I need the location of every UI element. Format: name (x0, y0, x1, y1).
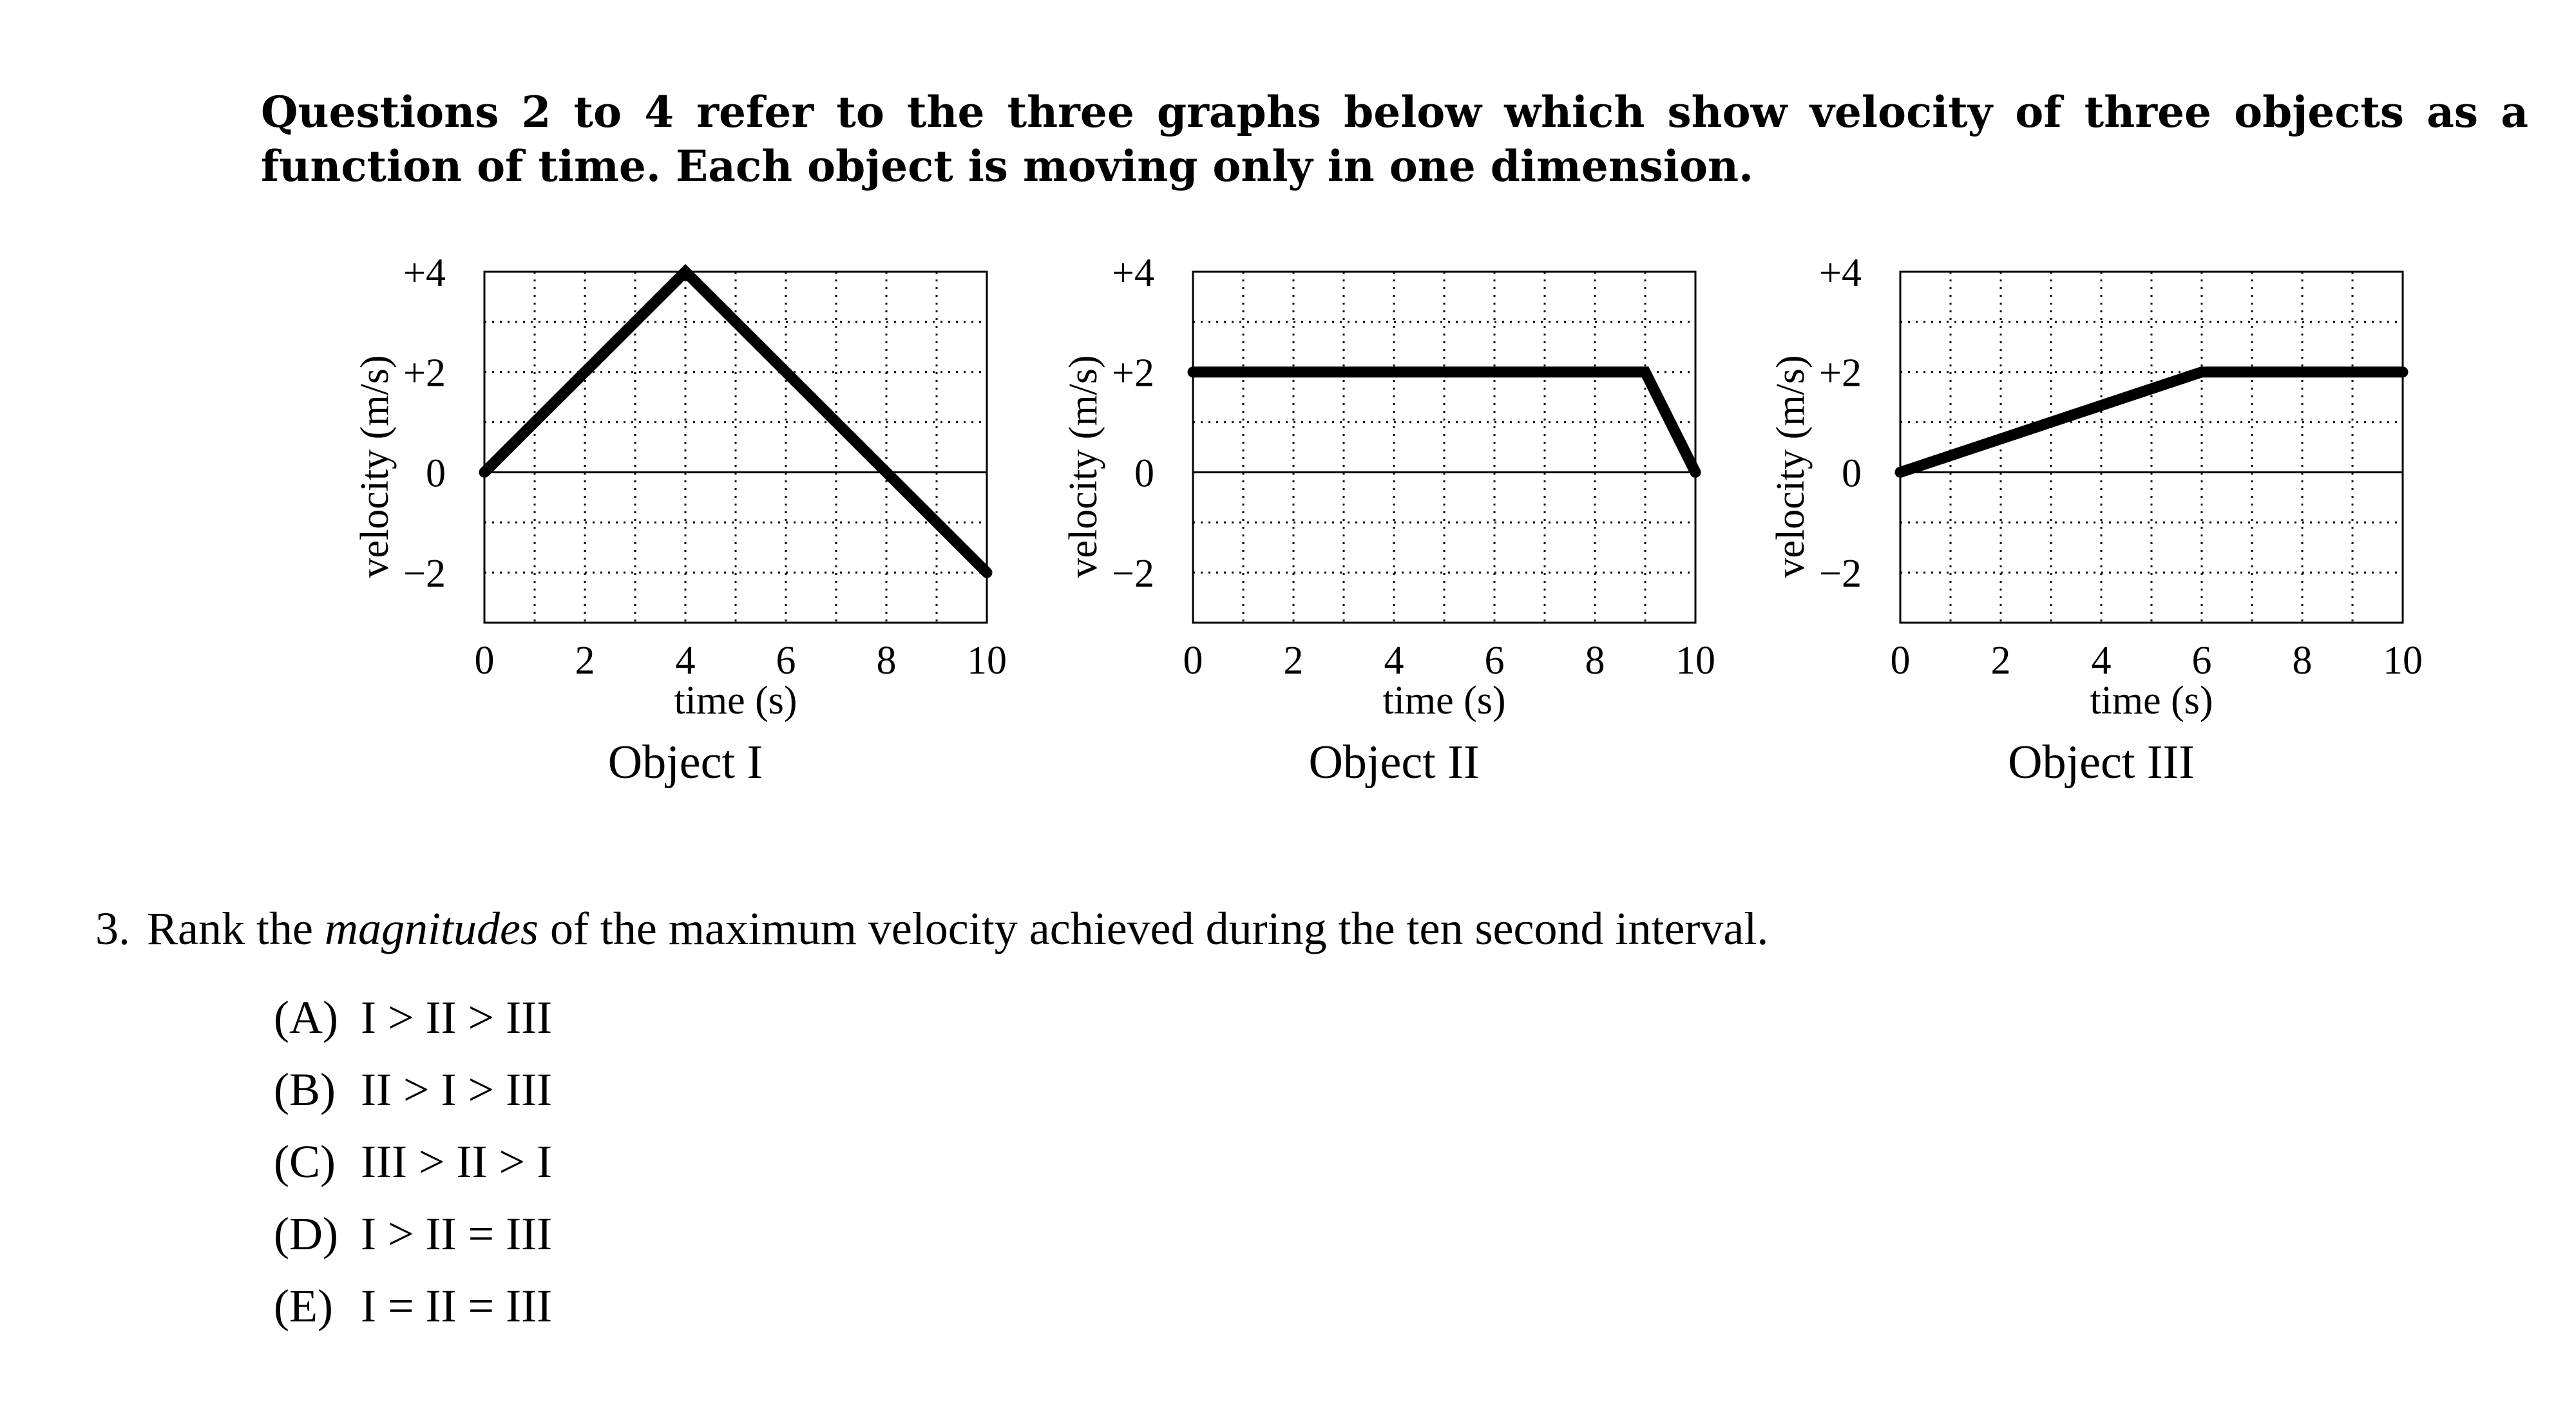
x-tick-label: 6 (776, 639, 796, 683)
choice-text: III > II > I (361, 1136, 552, 1187)
y-tick-label: 0 (426, 451, 446, 495)
choice-text: II > I > III (361, 1064, 552, 1115)
graph-object-2: 0 2 4 6 8 10 +4 +2 0 −2 time (s) velocity (m/s) Obje… (1062, 251, 1715, 789)
x-tick-label: 6 (2192, 639, 2212, 683)
y-axis-label: velocity (m/s) (1769, 355, 1813, 578)
question-text-emphasis: magnitudes (325, 903, 539, 954)
choice-d[interactable]: (D) I > II = III (274, 1202, 552, 1274)
y-tick-label: +4 (1112, 251, 1154, 295)
y-tick-label: −2 (1819, 552, 1862, 596)
choice-label: (D) (274, 1202, 361, 1266)
x-tick-label: 8 (2293, 639, 2313, 683)
choice-c[interactable]: (C) III > II > I (274, 1130, 552, 1202)
y-tick-label: +2 (1112, 352, 1154, 395)
x-tick-label: 6 (1485, 639, 1505, 683)
y-tick-label: −2 (403, 552, 446, 596)
x-tick-label: 8 (1585, 639, 1605, 683)
choice-label: (C) (274, 1130, 361, 1194)
graph-caption: Object III (2008, 736, 2195, 789)
choice-label: (E) (274, 1274, 361, 1338)
y-axis-label: velocity (m/s) (353, 355, 397, 578)
x-axis-label: time (s) (2090, 679, 2213, 723)
x-axis-label: time (s) (1382, 679, 1505, 723)
x-tick-label: 4 (676, 639, 696, 683)
choice-e[interactable]: (E) I = II = III (274, 1274, 552, 1346)
question-3: 3. Rank the magnitudes of the maximum vel… (95, 896, 1768, 961)
velocity-graphs: 0 2 4 6 8 10 +4 +2 0 −2 time (s) velocity (m/s) Obje… (0, 0, 2576, 837)
x-tick-label: 10 (1675, 639, 1715, 683)
x-tick-label: 0 (1891, 639, 1911, 683)
y-tick-label: −2 (1112, 552, 1154, 596)
x-tick-label: 0 (475, 639, 495, 683)
x-tick-label: 2 (575, 639, 595, 683)
x-tick-label: 4 (2092, 639, 2112, 683)
choice-text: I > II = III (361, 1208, 552, 1260)
x-tick-label: 10 (2383, 639, 2423, 683)
x-tick-label: 2 (1284, 639, 1304, 683)
y-tick-label: +4 (1819, 251, 1862, 295)
choice-label: (A) (274, 985, 361, 1050)
choice-text: I > II > III (361, 992, 552, 1043)
x-tick-label: 0 (1183, 639, 1203, 683)
y-tick-label: +4 (403, 251, 446, 295)
graph-object-1: 0 2 4 6 8 10 +4 +2 0 −2 time (s) velocity (m/s) Obje… (353, 251, 1007, 789)
graph-caption: Object I (608, 736, 763, 789)
choice-b[interactable]: (B) II > I > III (274, 1057, 552, 1130)
choice-a[interactable]: (A) I > II > III (274, 985, 552, 1057)
graph-caption: Object II (1308, 736, 1479, 789)
y-tick-label: 0 (1134, 451, 1154, 495)
y-tick-label: +2 (1819, 352, 1862, 395)
y-tick-label: +2 (403, 352, 446, 395)
question-text-after: of the maximum velocity achieved during … (550, 903, 1768, 954)
graph-object-3: 0 2 4 6 8 10 +4 +2 0 −2 time (s) velocity (m/s) Obje… (1769, 251, 2423, 789)
x-tick-label: 10 (967, 639, 1007, 683)
plot-frame (1193, 272, 1695, 623)
choice-text: I = II = III (361, 1280, 552, 1332)
x-axis-label: time (s) (674, 679, 797, 723)
answer-choices: (A) I > II > III (B) II > I > III (C) III >… (274, 985, 552, 1346)
x-tick-label: 8 (877, 639, 897, 683)
x-tick-label: 4 (1384, 639, 1404, 683)
question-text-before: Rank the (147, 903, 313, 954)
choice-label: (B) (274, 1057, 361, 1122)
y-axis-label: velocity (m/s) (1062, 355, 1105, 578)
question-number: 3. (95, 903, 130, 954)
x-tick-label: 2 (1991, 639, 2011, 683)
y-tick-label: 0 (1842, 451, 1862, 495)
